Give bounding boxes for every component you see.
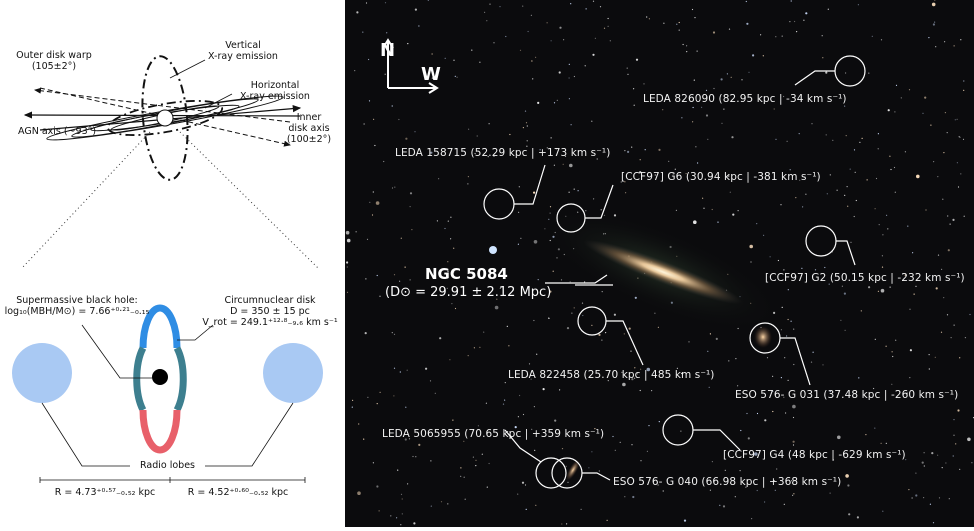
- label-eso576-g031: ESO 576- G 031 (37.48 kpc | -260 km s⁻¹): [735, 389, 959, 401]
- horizontal-xray-ellipse: [106, 100, 224, 136]
- circle-ccf97-g4: [662, 414, 694, 446]
- circle-leda-826090: [834, 55, 866, 87]
- smbh-label: Supermassive black hole: log₁₀(MBH/M⊙) = …: [4, 295, 150, 317]
- label-eso576-g040: ESO 576- G 040 (66.98 kpc | +368 km s⁻¹): [613, 476, 842, 488]
- outer-warp-arrow: [34, 87, 291, 123]
- radio-lobe-left: [12, 343, 72, 403]
- compass-west: W: [421, 64, 441, 85]
- circle-leda-5065955: [535, 457, 567, 489]
- cnd-label: Circumnuclear disk D = 350 ± 15 pc V_rot =…: [202, 295, 338, 328]
- ngc5084-galaxy: [583, 239, 743, 305]
- label-ccf97-g4: [CCF97] G4 (48 kpc | -629 km s⁻¹): [723, 449, 906, 461]
- label-ccf97-g6: [CCF97] G6 (30.94 kpc | -381 km s⁻¹): [621, 171, 821, 183]
- zoom-line-right: [179, 131, 319, 269]
- label-leda-826090: LEDA 826090 (82.95 kpc | -34 km s⁻¹): [643, 93, 847, 105]
- ngc5084-distance: (D⊙ = 29.91 ± 2.12 Mpc): [385, 285, 552, 300]
- nucleus-circle: [156, 109, 174, 127]
- starfield: [345, 0, 974, 526]
- label-leda-5065955: LEDA 5065955 (70.65 kpc | +359 km s⁻¹): [382, 428, 605, 440]
- label-leda-158715: LEDA 158715 (52.29 kpc | +173 km s⁻¹): [395, 147, 611, 159]
- circle-ccf97-g2: [805, 225, 837, 257]
- circle-eso576-g040: [551, 457, 583, 489]
- schematic-drawing: [12, 55, 323, 483]
- zoom-line-left: [21, 131, 151, 269]
- compass-north: N: [380, 40, 396, 61]
- vertical-xray-ellipse: [141, 55, 189, 181]
- label-leda-822458: LEDA 822458 (25.70 kpc | 485 km s⁻¹): [508, 369, 715, 381]
- ngc5084-name: NGC 5084: [425, 265, 508, 283]
- circle-leda-822458: [577, 306, 607, 336]
- radio-lobe-right: [263, 343, 323, 403]
- circle-leda-158715: [483, 188, 515, 220]
- vertical-xray-label: Vertical X-ray emission: [208, 40, 278, 62]
- scale-bars: [39, 477, 306, 483]
- horizontal-xray-label: Horizontal X-ray emission: [240, 80, 310, 102]
- radius-left-label: R = 4.73⁺⁰·⁵⁷₋₀.₅₂ kpc: [54, 487, 156, 498]
- radius-right-label: R = 4.52⁺⁰·⁶⁰₋₀.₅₂ kpc: [187, 487, 289, 498]
- sky-image-panel: N W NGC 5084 (D⊙ = 29.91 ± 2.12 Mpc) LED…: [345, 0, 974, 527]
- outer-warp-label: Outer disk warp (105±2°): [16, 50, 92, 72]
- label-ccf97-g2: [CCF97] G2 (50.15 kpc | -232 km s⁻¹): [765, 272, 965, 284]
- compass: [382, 38, 439, 94]
- circumnuclear-ring: [133, 304, 187, 454]
- agn-axis-label: AGN axis (~93°): [18, 126, 97, 137]
- black-hole: [152, 369, 168, 385]
- schematic-panel: Outer disk warp (105±2°) Vertical X-ray em…: [0, 0, 345, 527]
- radio-lobes-label: Radio lobes: [140, 460, 195, 471]
- inner-disk-label: Inner disk axis (100±2°): [286, 112, 332, 145]
